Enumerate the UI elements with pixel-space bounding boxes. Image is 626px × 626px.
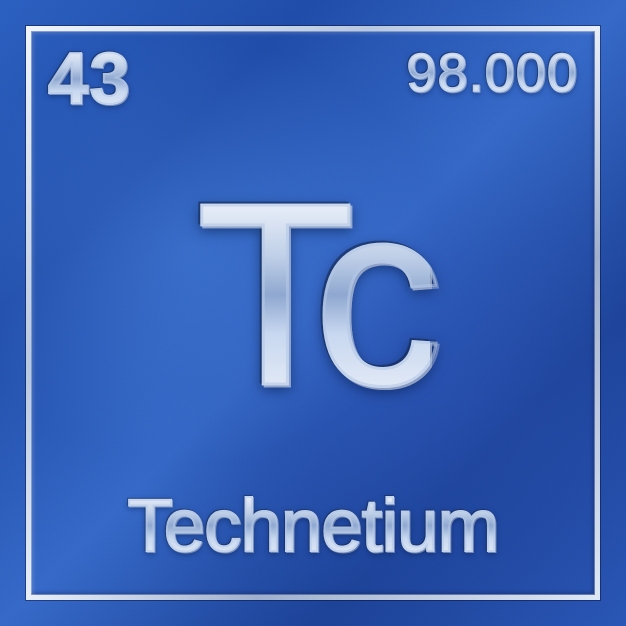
atomic-mass: 98.000 [406, 42, 578, 104]
atomic-number: 43 [48, 38, 131, 120]
element-name: Technetium [127, 483, 498, 568]
periodic-element-card: 43 98.000 Tc Technetium [0, 0, 626, 626]
element-symbol: Tc [196, 165, 430, 425]
